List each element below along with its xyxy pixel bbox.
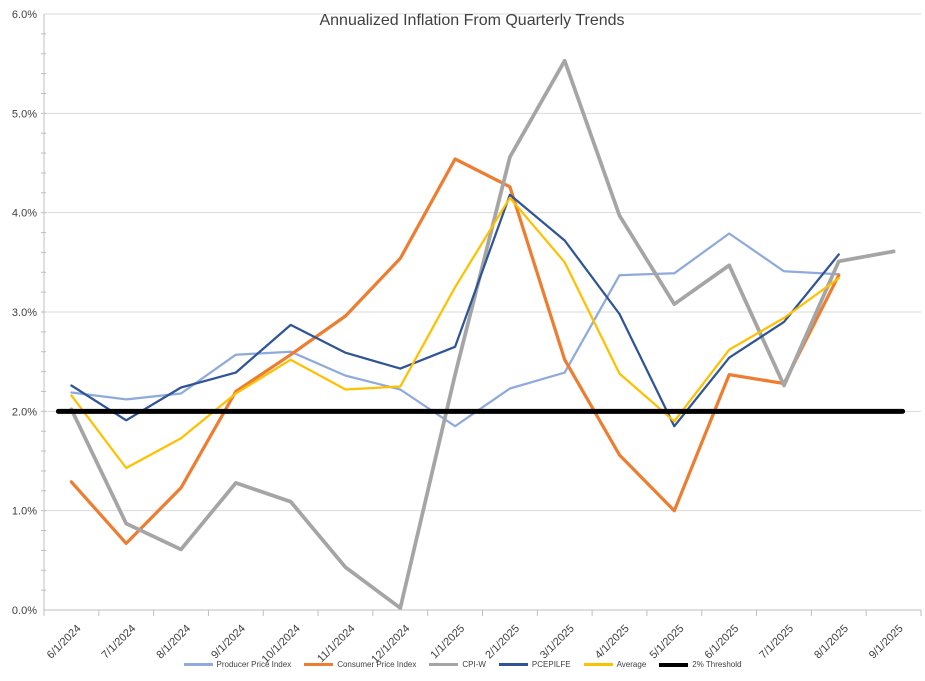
chart-legend: Producer Price Index Consumer Price Index… <box>0 660 925 669</box>
legend-label-2-threshold: 2% Threshold <box>692 660 742 669</box>
x-axis-label-11: 5/1/2025 <box>648 623 687 662</box>
legend-swatch-average <box>583 663 613 666</box>
x-axis-label-8: 2/1/2025 <box>483 623 522 662</box>
legend-item-consumer-price-index: Consumer Price Index <box>304 660 416 669</box>
y-axis-label-0: 0.0% <box>12 605 37 617</box>
chart-title: Annualized Inflation From Quarterly Tren… <box>319 12 624 29</box>
y-axis-label-2: 2.0% <box>12 406 37 418</box>
legend-swatch-pcepilfe <box>498 663 528 666</box>
x-axis-label-1: 7/1/2024 <box>100 623 139 662</box>
x-axis-label-2: 8/1/2024 <box>154 623 193 662</box>
series-line-consumer-price-index <box>69 157 841 546</box>
y-axis-label-4: 4.0% <box>12 208 37 220</box>
legend-item-2-threshold: 2% Threshold <box>659 660 741 669</box>
legend-item-average: Average <box>583 660 647 669</box>
legend-label-cpi-w: CPI-W <box>462 660 486 669</box>
legend-swatch-2-threshold <box>659 662 689 667</box>
y-axis-label-5: 5.0% <box>12 108 37 120</box>
series-line-pcepilfe <box>70 193 840 428</box>
legend-label-average: Average <box>616 660 647 669</box>
x-axis-label-15: 9/1/2025 <box>867 623 906 662</box>
x-axis-label-10: 4/1/2025 <box>593 623 632 662</box>
legend-label-consumer-price-index: Consumer Price Index <box>337 660 417 669</box>
legend-item-producer-price-index: Producer Price Index <box>183 660 292 669</box>
legend-swatch-producer-price-index <box>183 663 213 666</box>
legend-swatch-consumer-price-index <box>304 663 334 666</box>
legend-item-cpi-w: CPI-W <box>429 660 486 669</box>
series-line-cpi-w <box>69 58 896 610</box>
x-axis-label-3: 9/1/2024 <box>209 623 248 662</box>
series-line-average <box>70 196 840 470</box>
y-axis-label-1: 1.0% <box>12 506 37 518</box>
x-axis-label-5: 11/1/2024 <box>315 623 358 666</box>
legend-swatch-cpi-w <box>429 663 459 666</box>
series-line-producer-price-index <box>70 232 840 428</box>
x-axis-label-0: 6/1/2024 <box>45 623 84 662</box>
legend-item-pcepilfe: PCEPILFE <box>498 660 571 669</box>
x-axis-label-12: 6/1/2025 <box>703 623 742 662</box>
legend-label-producer-price-index: Producer Price Index <box>216 660 292 669</box>
y-axis-label-3: 3.0% <box>12 307 37 319</box>
x-axis-label-13: 7/1/2025 <box>757 623 796 662</box>
x-axis-label-14: 8/1/2025 <box>812 623 851 662</box>
y-axis-label-6: 6.0% <box>12 9 37 21</box>
x-axis-label-7: 1/1/2025 <box>428 623 467 662</box>
x-axis-label-9: 3/1/2025 <box>538 623 577 662</box>
legend-label-pcepilfe: PCEPILFE <box>531 660 571 669</box>
